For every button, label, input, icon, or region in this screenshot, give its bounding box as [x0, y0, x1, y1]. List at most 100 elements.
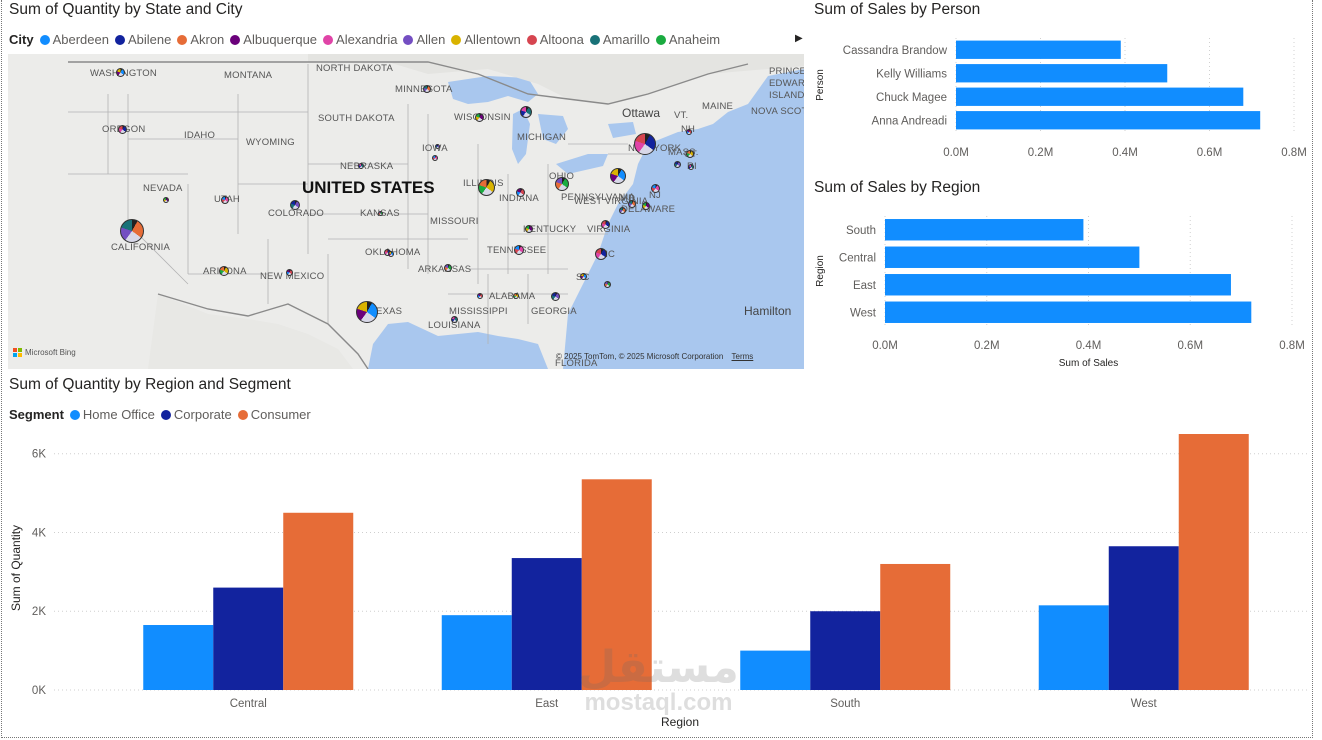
segment-bar-west-corporate[interactable] — [1108, 546, 1179, 690]
state-label-colorado: COLORADO — [268, 208, 324, 219]
map-pie-marker[interactable] — [474, 112, 484, 122]
map-pie-marker[interactable] — [221, 196, 229, 204]
map-pie-marker[interactable] — [358, 163, 364, 169]
map-pie-marker[interactable] — [477, 178, 495, 196]
map-pie-marker[interactable] — [219, 266, 229, 276]
city-legend-label: Altoona — [539, 32, 584, 47]
map-pie-marker[interactable] — [610, 168, 626, 184]
map-pie-marker[interactable] — [450, 315, 458, 323]
segment-legend-item-home-office[interactable]: Home Office — [69, 407, 155, 422]
map-pie-marker[interactable] — [477, 293, 483, 299]
state-label-montana: MONTANA — [224, 70, 273, 81]
map-area[interactable]: WASHINGTONMONTANANORTH DAKOTAMINNESOTAOR… — [8, 54, 804, 369]
state-label-pennsylvania: PENNSYLVANIA — [561, 192, 635, 203]
segment-legend-label: Consumer — [250, 407, 311, 422]
segment-bar-south-consumer[interactable] — [880, 563, 951, 690]
segment-legend: Segment Home Office Corporate Consumer — [9, 407, 317, 422]
map-pie-marker[interactable] — [388, 251, 394, 257]
map-pie-marker[interactable] — [356, 301, 378, 323]
map-pie-marker[interactable] — [600, 219, 610, 229]
map-pie-marker[interactable] — [515, 187, 525, 197]
segment-bar-central-home-office[interactable] — [143, 625, 214, 690]
map-pie-marker[interactable] — [595, 248, 607, 260]
map-pie-marker[interactable] — [290, 200, 300, 210]
map-pie-marker[interactable] — [673, 160, 681, 168]
map-pie-marker[interactable] — [163, 197, 169, 203]
segment-bar-east-home-office[interactable] — [441, 615, 512, 690]
map-pie-marker[interactable] — [525, 225, 533, 233]
person-bar-cassandra-brandow[interactable] — [956, 40, 1121, 59]
person-bar-chuck-magee[interactable] — [956, 87, 1244, 106]
state-label-wyoming: WYOMING — [246, 137, 295, 148]
segment-legend-dot-icon — [160, 409, 171, 420]
map-pie-marker[interactable] — [520, 106, 532, 118]
segment-bar-south-corporate[interactable] — [810, 611, 881, 690]
segment-category-label: South — [830, 698, 860, 710]
map-pie-marker[interactable] — [115, 67, 125, 77]
map-pie-marker[interactable] — [550, 291, 560, 301]
map-pie-marker[interactable] — [618, 206, 626, 214]
segment-legend-item-corporate[interactable]: Corporate — [160, 407, 232, 422]
segment-bar-east-corporate[interactable] — [511, 558, 582, 690]
city-legend-item-albuquerque[interactable]: Albuquerque — [230, 32, 317, 47]
map-pie-marker[interactable] — [650, 183, 660, 193]
legend-next-arrow-icon[interactable]: ▶ — [795, 33, 803, 44]
city-legend-label: Akron — [190, 32, 225, 47]
map-pie-marker[interactable] — [120, 219, 144, 243]
city-legend-label: Amarillo — [602, 32, 650, 47]
city-legend-item-allen[interactable]: Allen — [403, 32, 445, 47]
state-label-new-mexico: NEW MEXICO — [260, 271, 325, 282]
region-bar-west[interactable] — [885, 301, 1252, 323]
state-label-missouri: MISSOURI — [430, 216, 479, 227]
segment-legend-item-consumer[interactable]: Consumer — [237, 407, 311, 422]
map-pie-marker[interactable] — [423, 85, 431, 93]
state-label-indiana: INDIANA — [499, 193, 539, 204]
city-legend: City Aberdeen Abilene Akron Albuquerque Alex… — [9, 32, 726, 47]
map-pie-marker[interactable] — [642, 202, 650, 210]
map-pie-marker[interactable] — [634, 133, 656, 155]
map-pie-marker[interactable] — [555, 177, 569, 191]
region-bar-south[interactable] — [885, 219, 1084, 241]
region-x-tick-label: 0.8M — [1279, 340, 1305, 352]
map-pie-marker[interactable] — [513, 293, 519, 299]
map-pie-marker[interactable] — [444, 264, 452, 272]
segment-bar-east-consumer[interactable] — [581, 479, 652, 690]
person-bar-anna-andreadi[interactable] — [956, 111, 1261, 130]
state-label-west-virginia: WEST VIRGINIA — [574, 196, 649, 207]
map-pie-marker[interactable] — [688, 164, 694, 170]
person-bar-kelly-williams[interactable] — [956, 64, 1168, 83]
map-pie-marker[interactable] — [285, 268, 293, 276]
segment-bar-central-consumer[interactable] — [283, 512, 354, 690]
map-pie-marker[interactable] — [628, 200, 636, 208]
region-bar-central[interactable] — [885, 246, 1140, 268]
map-terms-link[interactable]: Terms — [731, 352, 754, 361]
city-legend-item-allentown[interactable]: Allentown — [451, 32, 521, 47]
city-legend-item-akron[interactable]: Akron — [177, 32, 224, 47]
city-legend-item-anaheim[interactable]: Anaheim — [655, 32, 720, 47]
city-legend-item-abilene[interactable]: Abilene — [114, 32, 171, 47]
map-pie-marker[interactable] — [434, 143, 440, 149]
map-pie-marker[interactable] — [117, 124, 127, 134]
city-legend-dot-icon — [39, 34, 50, 45]
city-legend-item-altoona[interactable]: Altoona — [526, 32, 584, 47]
city-legend-item-alexandria[interactable]: Alexandria — [323, 32, 397, 47]
city-legend-item-amarillo[interactable]: Amarillo — [589, 32, 650, 47]
map-pie-marker[interactable] — [377, 210, 383, 216]
person-x-tick-label: 0.8M — [1281, 147, 1307, 159]
city-legend-dot-icon — [114, 34, 125, 45]
state-label-michigan: MICHIGAN — [517, 132, 567, 143]
segment-bar-central-corporate[interactable] — [213, 587, 284, 690]
region-bar-east[interactable] — [885, 274, 1231, 296]
state-label-alabama: ALABAMA — [489, 291, 535, 302]
segment-bar-west-consumer[interactable] — [1178, 434, 1249, 690]
map-land-svg — [8, 54, 804, 369]
map-pie-marker[interactable] — [686, 129, 692, 135]
map-pie-marker[interactable] — [514, 245, 524, 255]
map-pie-marker[interactable] — [686, 150, 694, 158]
city-legend-item-aberdeen[interactable]: Aberdeen — [39, 32, 109, 47]
segment-bar-west-home-office[interactable] — [1038, 605, 1109, 690]
map-pie-marker[interactable] — [432, 155, 438, 161]
map-pie-marker[interactable] — [579, 272, 587, 280]
segment-bar-south-home-office[interactable] — [740, 650, 811, 690]
map-pie-marker[interactable] — [603, 280, 611, 288]
